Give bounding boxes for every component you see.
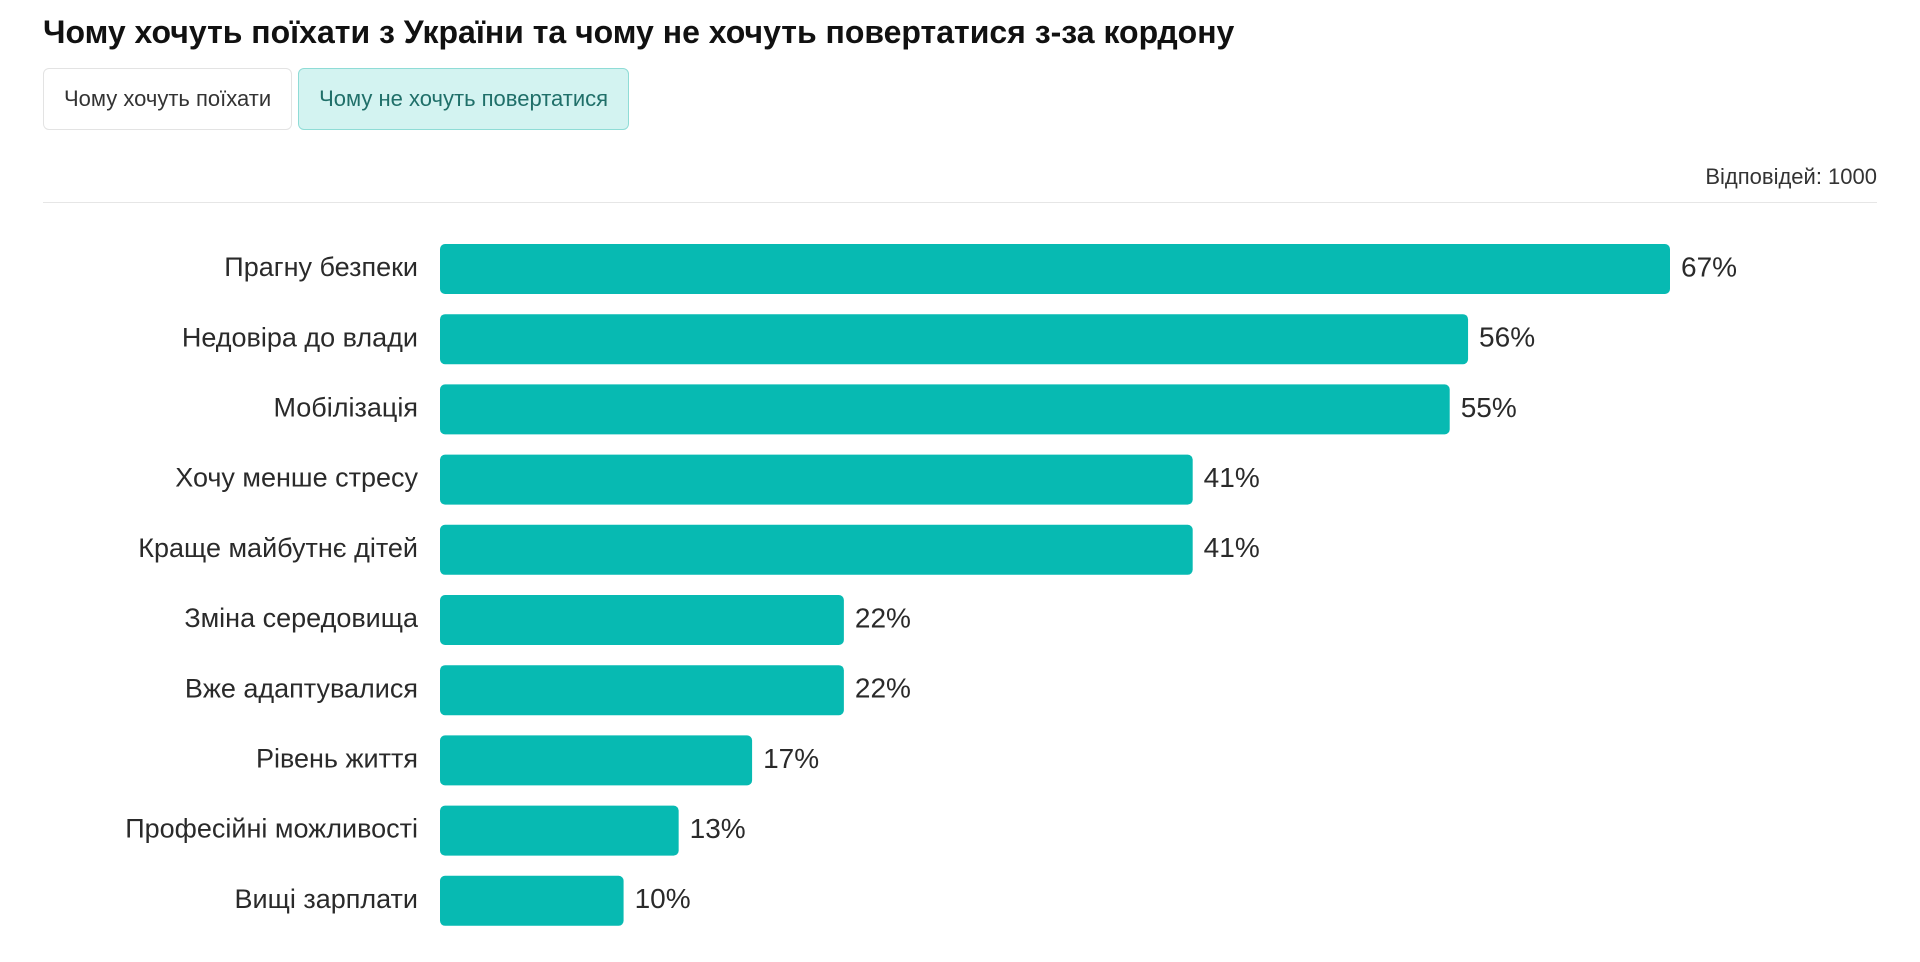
value-label: 56% — [1479, 322, 1535, 353]
bar[interactable] — [440, 875, 624, 926]
responses-count: Відповідей: 1000 — [1705, 164, 1877, 189]
value-label: 41% — [1204, 532, 1260, 563]
page-title: Чому хочуть поїхати з України та чому не… — [43, 14, 1235, 50]
bar-chart: Прагну безпеки 67% Недовіра до влади 56% Моб… — [125, 244, 1737, 926]
category-label: Хочу менше стресу — [175, 463, 418, 493]
tab-why-leave[interactable]: Чому хочуть поїхати — [43, 68, 293, 130]
bar[interactable] — [440, 384, 1450, 435]
bar[interactable] — [440, 805, 679, 856]
category-label: Мобілізація — [273, 393, 418, 423]
category-label: Зміна середовища — [184, 603, 419, 633]
bar[interactable] — [440, 595, 844, 645]
value-label: 22% — [855, 673, 911, 704]
bar[interactable] — [440, 524, 1193, 575]
value-label: 41% — [1204, 462, 1260, 493]
value-label: 17% — [763, 743, 819, 774]
value-label: 55% — [1461, 392, 1517, 423]
chart-page: Чому хочуть поїхати з України та чому не… — [43, 0, 1877, 962]
category-label: Професійні можливості — [125, 814, 418, 844]
value-label: 13% — [690, 813, 746, 844]
bar[interactable] — [440, 665, 844, 716]
category-label: Краще майбутнє дітей — [138, 533, 418, 563]
bar[interactable] — [440, 314, 1469, 365]
bar[interactable] — [440, 454, 1193, 505]
category-label: Недовіра до влади — [182, 322, 418, 352]
header-divider — [43, 202, 1877, 203]
category-label: Вже адаптувалися — [185, 673, 418, 703]
category-label: Рівень життя — [256, 744, 418, 774]
value-label: 67% — [1681, 251, 1737, 282]
category-label: Вищі зарплати — [235, 884, 418, 914]
tab-why-not-return[interactable]: Чому не хочуть повертатися — [298, 68, 630, 130]
tab-bar: Чому хочуть поїхати Чому не хочуть повер… — [43, 68, 630, 130]
bar[interactable] — [440, 244, 1670, 294]
value-label: 22% — [855, 602, 911, 633]
category-label: Прагну безпеки — [224, 252, 418, 282]
value-label: 10% — [635, 883, 691, 914]
bar[interactable] — [440, 735, 753, 786]
